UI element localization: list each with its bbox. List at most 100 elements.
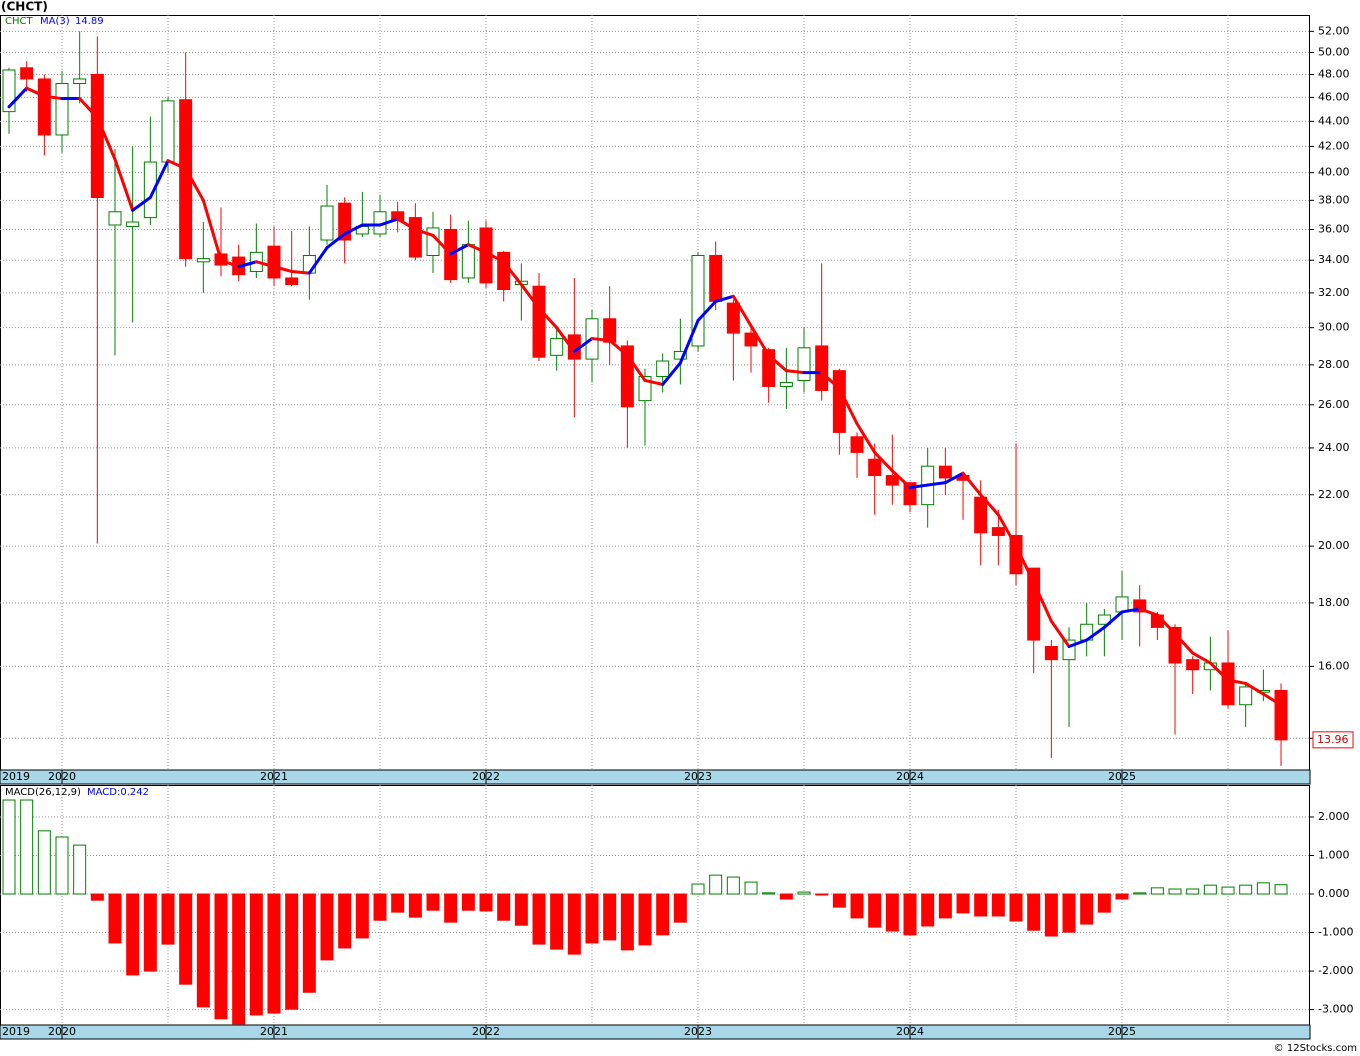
- macd-bar: [214, 893, 228, 1020]
- macd-bar: [673, 893, 687, 923]
- ma-line: [131, 195, 152, 212]
- candle-body: [267, 245, 281, 279]
- ma-line: [714, 294, 735, 303]
- ma-line: [449, 243, 470, 256]
- macd-bar: [620, 893, 634, 951]
- candle-body: [850, 436, 864, 453]
- ma-line: [166, 159, 188, 171]
- ma-line: [749, 324, 771, 357]
- ma-line: [42, 94, 64, 101]
- ma-line: [237, 260, 258, 269]
- x-tick-label: 2022: [472, 1025, 500, 1038]
- x-axis-strip: [0, 1024, 1311, 1040]
- x-tick-label: 2025: [1108, 770, 1136, 783]
- macd-bar: [1080, 893, 1094, 925]
- candle-body: [868, 458, 882, 477]
- ma-line: [661, 361, 682, 386]
- macd-bar: [567, 893, 581, 955]
- price-tag: [1312, 731, 1354, 749]
- ma-line: [466, 243, 488, 254]
- macd-bar: [779, 893, 793, 900]
- ma-line: [1067, 638, 1089, 649]
- y-tick-label: 24.00: [1318, 441, 1350, 454]
- candle-body: [2, 69, 16, 113]
- macd-bar: [938, 893, 952, 919]
- macd-bar: [2, 799, 16, 895]
- macd-bar: [1044, 893, 1058, 937]
- macd-bar: [143, 893, 157, 972]
- macd-bar: [638, 893, 652, 946]
- y-tick-label: 0.000: [1318, 887, 1350, 900]
- ma-line: [1173, 632, 1195, 655]
- x-tick-label: 2019: [2, 770, 30, 783]
- macd-bar: [991, 893, 1005, 917]
- candle-body: [1186, 659, 1200, 671]
- macd-bar: [1239, 884, 1253, 895]
- candle-body: [37, 78, 51, 136]
- macd-bar: [479, 893, 493, 912]
- x-tick-label: 2021: [260, 1025, 288, 1038]
- macd-bar: [868, 893, 882, 928]
- ma-line: [908, 483, 930, 489]
- ma-line: [1244, 681, 1265, 696]
- ma-line: [643, 378, 665, 386]
- ma-line: [873, 450, 894, 473]
- macd-bar: [338, 893, 352, 949]
- x-tick-label: 2020: [48, 1025, 76, 1038]
- x-tick-label: 2025: [1108, 1025, 1136, 1038]
- candle-body: [815, 345, 829, 391]
- y-tick-label: 44.00: [1318, 114, 1350, 127]
- y-tick-label: 36.00: [1318, 222, 1350, 235]
- y-tick-label: 20.00: [1318, 539, 1350, 552]
- y-tick-label: 22.00: [1318, 488, 1350, 501]
- macd-bar: [514, 893, 528, 926]
- macd-bar: [726, 876, 740, 895]
- y-tick-label: 48.00: [1318, 67, 1350, 80]
- candle-body: [709, 255, 723, 302]
- ma-line: [378, 217, 400, 227]
- ma-line: [519, 283, 541, 310]
- ma-line: [1120, 607, 1142, 614]
- macd-bar: [285, 893, 299, 1010]
- y-tick-label: 16.00: [1318, 659, 1350, 672]
- legend-entry: MA(3): [40, 16, 70, 27]
- candle-body: [550, 338, 564, 356]
- candle-body: [73, 78, 87, 85]
- candle-body: [726, 302, 740, 334]
- macd-bar: [1256, 882, 1270, 895]
- candle-body: [974, 496, 988, 534]
- macd-bar: [426, 893, 440, 911]
- macd-bar: [744, 881, 758, 895]
- candle-body: [1027, 567, 1041, 641]
- macd-bar: [196, 893, 210, 1008]
- ma-line: [201, 198, 223, 262]
- ma-line: [25, 86, 46, 98]
- ma-line: [7, 86, 29, 109]
- macd-bar: [762, 892, 776, 895]
- y-tick-label: 46.00: [1318, 90, 1350, 103]
- macd-bar: [373, 893, 387, 921]
- macd-bar: [1203, 884, 1217, 895]
- candle-body: [20, 67, 34, 80]
- ma-line: [431, 233, 453, 256]
- macd-bar: [1027, 893, 1041, 931]
- y-tick-label: 52.00: [1318, 24, 1350, 37]
- y-tick-label: -2.000: [1318, 964, 1353, 977]
- candle-body: [1044, 646, 1058, 661]
- candle-body: [1009, 534, 1023, 575]
- macd-bar: [1062, 893, 1076, 933]
- ma-line: [272, 265, 294, 273]
- candle-body: [302, 255, 316, 274]
- macd-bar: [302, 893, 316, 993]
- ma-line: [307, 246, 329, 275]
- ma-line: [537, 306, 559, 330]
- ma-line: [290, 269, 311, 275]
- candle-body: [408, 217, 422, 258]
- macd-bar: [885, 893, 899, 932]
- macd-bar: [1221, 886, 1235, 895]
- ma-line: [1208, 661, 1230, 682]
- macd-bar: [444, 893, 458, 923]
- ma-line: [979, 493, 1000, 517]
- ma-line: [890, 469, 912, 489]
